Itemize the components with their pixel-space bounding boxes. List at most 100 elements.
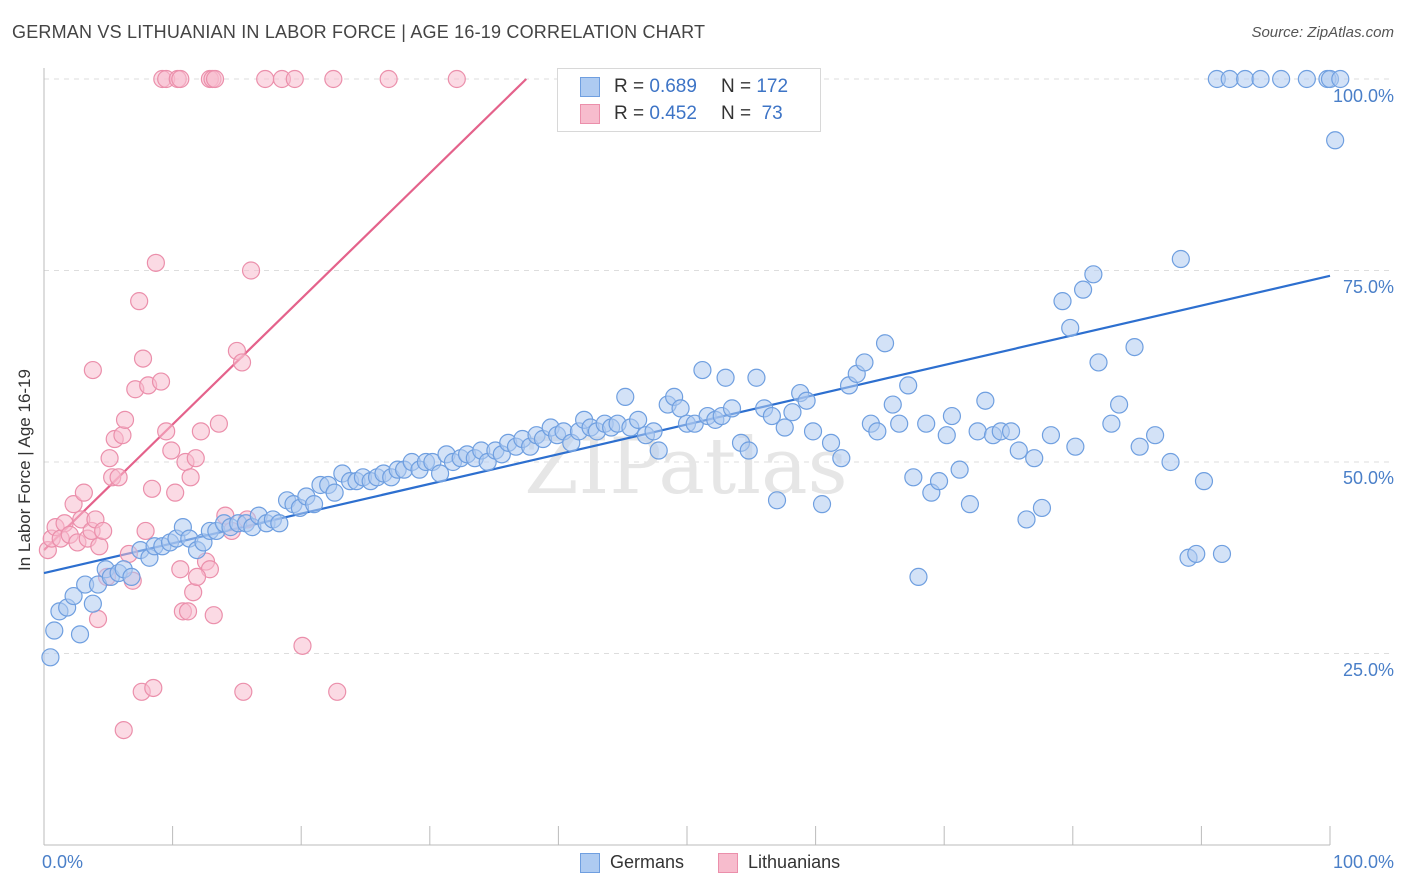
legend-label: Germans	[610, 852, 685, 872]
german-point	[797, 391, 816, 410]
german-point	[942, 406, 962, 426]
german-point	[722, 399, 742, 418]
lithuanian-point	[205, 69, 225, 89]
lithuanian-point	[88, 609, 108, 629]
german-point	[1187, 544, 1206, 564]
german-point	[739, 441, 758, 460]
lithuanian-point	[293, 636, 312, 655]
lithuanian-point	[324, 69, 343, 89]
german-point	[803, 422, 823, 441]
german-swatch	[580, 852, 600, 873]
legend-item-germans[interactable]: Germans	[580, 852, 684, 873]
lithuanian-point	[234, 682, 253, 701]
lithuanian-point	[285, 69, 304, 89]
lithuanian-point	[241, 261, 261, 280]
r-value: 0.689	[649, 76, 697, 97]
german-point	[821, 433, 841, 452]
german-point	[693, 360, 712, 380]
german-point	[64, 586, 83, 606]
lithuanian-point	[94, 521, 113, 541]
series-legend: Germans Lithuanians	[580, 852, 874, 873]
german-point	[1194, 472, 1214, 491]
lithuanian-point	[157, 422, 176, 441]
axes	[43, 68, 1331, 846]
german-point	[917, 414, 936, 433]
german-point	[1009, 441, 1028, 460]
german-point	[1220, 69, 1239, 89]
german-point	[1061, 318, 1080, 338]
lithuanian-point	[181, 468, 200, 487]
lithuanian-point	[379, 69, 398, 89]
german-swatch	[580, 77, 600, 97]
legend-label: Lithuanians	[748, 852, 841, 872]
legend-row-germans: R = 0.689 N = 172	[580, 75, 788, 99]
german-point	[304, 495, 324, 514]
german-point	[616, 387, 635, 406]
german-point	[855, 353, 874, 372]
lithuanian-point	[142, 479, 162, 498]
lithuanian-point	[151, 372, 171, 391]
german-point	[875, 334, 895, 353]
lithuanian-point	[187, 567, 207, 587]
german-point	[1073, 280, 1093, 299]
german-point	[1331, 69, 1350, 89]
german-point	[950, 460, 969, 479]
lithuanian-point	[209, 414, 228, 433]
legend-item-lithuanians[interactable]: Lithuanians	[718, 852, 840, 873]
german-point	[1161, 452, 1180, 472]
german-point	[1326, 131, 1345, 150]
german-point	[1125, 338, 1144, 357]
lithuanian-point	[64, 495, 83, 514]
german-point	[1272, 69, 1291, 89]
german-point	[716, 368, 735, 387]
german-point	[1130, 437, 1149, 456]
german-point	[929, 472, 949, 491]
lithuanian-point	[113, 426, 132, 445]
n-label: N =	[720, 103, 752, 124]
german-point	[644, 422, 663, 441]
german-point	[890, 414, 909, 433]
x-tick-label: 0.0%	[42, 852, 84, 872]
lithuanian-point	[144, 678, 163, 698]
german-point	[1032, 498, 1052, 518]
german-point	[909, 567, 928, 587]
lithuanian-point	[256, 69, 275, 89]
x-tick-label: 100.0%	[1332, 852, 1394, 872]
n-value: 172	[756, 76, 789, 97]
lithuanian-point	[171, 69, 190, 89]
german-points	[41, 69, 1350, 667]
source-label: Source: ZipAtlas.com	[1251, 24, 1394, 41]
lithuanian-point	[83, 360, 102, 380]
german-point	[1236, 69, 1255, 89]
y-tick-label: 75.0%	[1342, 277, 1394, 297]
german-point	[629, 410, 648, 429]
german-point	[1089, 353, 1108, 372]
german-point	[45, 621, 64, 640]
german-point	[976, 391, 995, 410]
lithuanian-point	[114, 720, 133, 740]
german-point	[1251, 69, 1270, 89]
german-point	[883, 395, 902, 414]
german-point	[1109, 395, 1129, 414]
german-point	[899, 376, 918, 395]
y-tick-label: 50.0%	[1342, 468, 1394, 488]
german-point	[762, 406, 781, 426]
german-point	[122, 567, 141, 587]
german-point	[1017, 510, 1036, 529]
lithuanian-point	[184, 583, 203, 602]
lithuanian-point	[115, 410, 135, 429]
r-value: 0.452	[649, 103, 697, 124]
n-label: N =	[720, 76, 752, 97]
lithuanian-points	[38, 69, 466, 740]
german-point	[325, 483, 344, 502]
german-point	[832, 449, 851, 468]
german-point	[1297, 69, 1316, 89]
german-point	[747, 368, 766, 387]
r-label: R =	[614, 76, 645, 97]
german-point	[767, 491, 787, 510]
german-point	[1171, 249, 1190, 269]
german-point	[868, 422, 887, 441]
german-point	[812, 495, 832, 514]
n-value: 73	[756, 103, 783, 124]
